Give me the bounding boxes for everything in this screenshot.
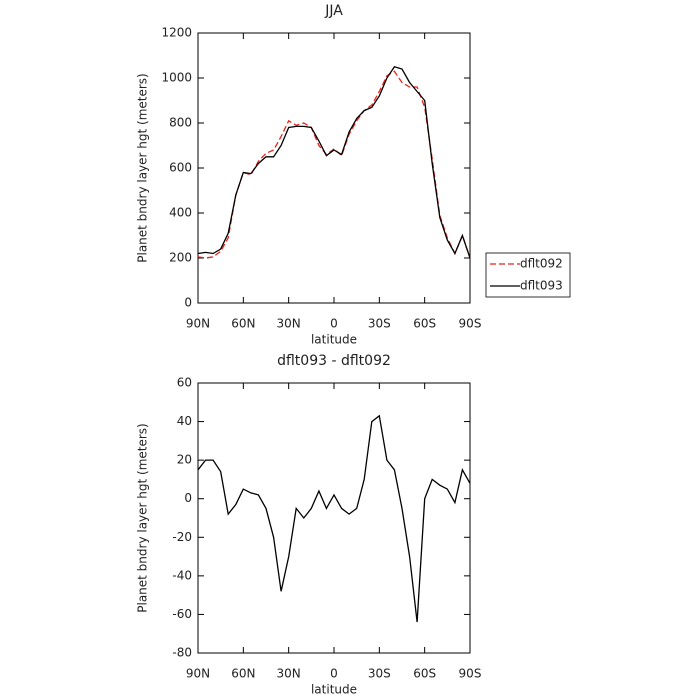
y-tick-label: 800 — [169, 116, 192, 130]
plot-frame — [197, 32, 471, 304]
x-axis-label: latitude — [311, 333, 357, 347]
x-tick-label: 30N — [277, 667, 301, 681]
legend-label: dflt093 — [520, 279, 563, 293]
x-tick-label: 90N — [186, 317, 210, 331]
y-axis-label: Planet bndry layer hgt (meters) — [136, 73, 150, 263]
y-tick-label: 40 — [177, 414, 192, 428]
y-tick-label: 1000 — [161, 71, 192, 85]
y-axis-label: Planet bndry layer hgt (meters) — [136, 423, 150, 613]
x-tick-label: 30N — [277, 317, 301, 331]
y-tick-label: 0 — [184, 296, 192, 310]
y-tick-label: 0 — [184, 491, 192, 505]
y-tick-label: 60 — [177, 376, 192, 390]
y-tick-label: 20 — [177, 453, 192, 467]
x-tick-label: 60N — [231, 317, 255, 331]
y-tick-label: 200 — [169, 251, 192, 265]
chart-title: JJA — [324, 3, 343, 19]
data-line — [197, 70, 471, 259]
data-line — [197, 414, 471, 623]
legend-label: dflt092 — [520, 257, 563, 271]
data-line — [197, 66, 471, 259]
x-tick-label: 60S — [413, 667, 436, 681]
x-tick-label: 30S — [368, 667, 391, 681]
x-tick-label: 0 — [330, 317, 338, 331]
chart-title: dflt093 - dflt092 — [277, 353, 391, 369]
y-tick-label: -40 — [172, 568, 192, 582]
x-tick-label: 60S — [413, 317, 436, 331]
x-tick-label: 90S — [459, 667, 482, 681]
x-tick-label: 90S — [459, 317, 482, 331]
y-tick-label: -60 — [172, 607, 192, 621]
y-tick-label: 1200 — [161, 26, 192, 40]
x-tick-label: 0 — [330, 667, 338, 681]
x-tick-label: 60N — [231, 667, 255, 681]
y-tick-label: -20 — [172, 530, 192, 544]
x-tick-label: 30S — [368, 317, 391, 331]
y-tick-label: 600 — [169, 161, 192, 175]
y-tick-label: 400 — [169, 206, 192, 220]
plot-frame — [197, 382, 471, 654]
y-tick-label: -80 — [172, 646, 192, 660]
x-axis-label: latitude — [311, 683, 357, 697]
x-tick-label: 90N — [186, 667, 210, 681]
legend-box — [485, 252, 571, 298]
